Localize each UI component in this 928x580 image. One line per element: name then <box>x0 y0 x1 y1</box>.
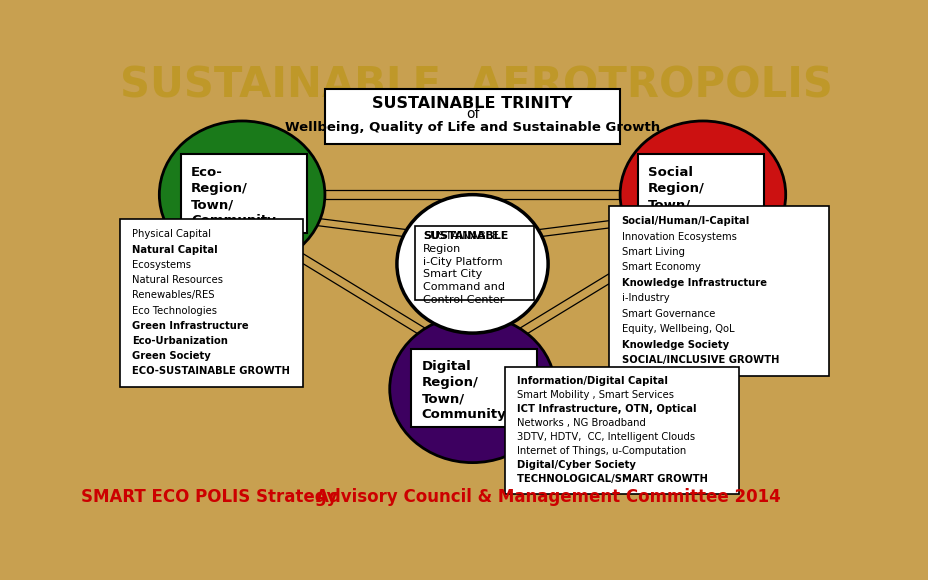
Text: i-Industry: i-Industry <box>621 293 668 303</box>
Text: Advisory Council & Management Committee 2014: Advisory Council & Management Committee … <box>316 488 780 506</box>
Ellipse shape <box>396 195 548 333</box>
Text: Renewables/RES: Renewables/RES <box>132 291 214 300</box>
Text: TECHNOLOGICAL/SMART GROWTH: TECHNOLOGICAL/SMART GROWTH <box>517 474 707 484</box>
FancyBboxPatch shape <box>181 154 306 233</box>
Text: Internet of Things, u-Computation: Internet of Things, u-Computation <box>517 446 686 456</box>
Text: Social/Human/I-Capital: Social/Human/I-Capital <box>621 216 749 226</box>
Text: Smart Living: Smart Living <box>621 247 684 257</box>
Text: 3DTV, HDTV,  CC, Intelligent Clouds: 3DTV, HDTV, CC, Intelligent Clouds <box>517 432 694 442</box>
Text: Social
Region/
Town/
Community: Social Region/ Town/ Community <box>648 166 732 227</box>
Ellipse shape <box>160 121 325 269</box>
Text: Smart Economy: Smart Economy <box>621 263 700 273</box>
Text: Eco-Urbanization: Eco-Urbanization <box>132 336 227 346</box>
FancyBboxPatch shape <box>325 89 619 144</box>
Text: Digital
Region/
Town/
Community: Digital Region/ Town/ Community <box>421 360 506 422</box>
Text: Equity, Wellbeing, QoL: Equity, Wellbeing, QoL <box>621 324 733 334</box>
Text: Wellbeing, Quality of Life and Sustainable Growth: Wellbeing, Quality of Life and Sustainab… <box>285 121 660 134</box>
Text: SUSTAINABLE
Region
i-City Platform
Smart City
Command and
Control Center: SUSTAINABLE Region i-City Platform Smart… <box>423 231 505 305</box>
Text: Knowledge Society: Knowledge Society <box>621 340 728 350</box>
Text: Knowledge Infrastructure: Knowledge Infrastructure <box>621 278 766 288</box>
Text: SMART ECO POLIS Strategy: SMART ECO POLIS Strategy <box>82 488 338 506</box>
Text: SUSTAINABLE TRINITY: SUSTAINABLE TRINITY <box>372 96 572 111</box>
FancyBboxPatch shape <box>505 367 738 494</box>
Text: Natural Resources: Natural Resources <box>132 275 223 285</box>
Text: Eco-
Region/
Town/
Community: Eco- Region/ Town/ Community <box>191 166 276 227</box>
Text: Smart Mobility , Smart Services: Smart Mobility , Smart Services <box>517 390 674 400</box>
Text: Information/Digital Capital: Information/Digital Capital <box>517 376 667 386</box>
Text: SOCIAL/INCLUSIVE GROWTH: SOCIAL/INCLUSIVE GROWTH <box>621 355 778 365</box>
Text: SUSTAINABLE  AEROTROPOLIS: SUSTAINABLE AEROTROPOLIS <box>120 64 831 106</box>
Text: Green Infrastructure: Green Infrastructure <box>132 321 249 331</box>
Text: Smart Governance: Smart Governance <box>621 309 715 319</box>
Ellipse shape <box>390 316 555 463</box>
Text: Digital/Cyber Society: Digital/Cyber Society <box>517 461 636 470</box>
Text: Eco Technologies: Eco Technologies <box>132 306 217 316</box>
Text: ECO-SUSTAINABLE GROWTH: ECO-SUSTAINABLE GROWTH <box>132 367 290 376</box>
Text: Innovation Ecosystems: Innovation Ecosystems <box>621 231 736 242</box>
Text: ICT Infrastructure, OTN, Optical: ICT Infrastructure, OTN, Optical <box>517 404 696 414</box>
FancyBboxPatch shape <box>638 154 763 233</box>
Text: Natural Capital: Natural Capital <box>132 245 217 255</box>
FancyBboxPatch shape <box>415 226 533 300</box>
Ellipse shape <box>619 121 785 269</box>
Text: Networks , NG Broadband: Networks , NG Broadband <box>517 418 645 428</box>
FancyBboxPatch shape <box>411 349 536 427</box>
Text: of: of <box>465 107 479 121</box>
Text: SUSTAINABLE: SUSTAINABLE <box>423 231 508 241</box>
Text: Green Society: Green Society <box>132 351 211 361</box>
Text: Physical Capital: Physical Capital <box>132 230 211 240</box>
FancyBboxPatch shape <box>609 206 828 375</box>
FancyBboxPatch shape <box>120 219 303 387</box>
Text: Ecosystems: Ecosystems <box>132 260 191 270</box>
